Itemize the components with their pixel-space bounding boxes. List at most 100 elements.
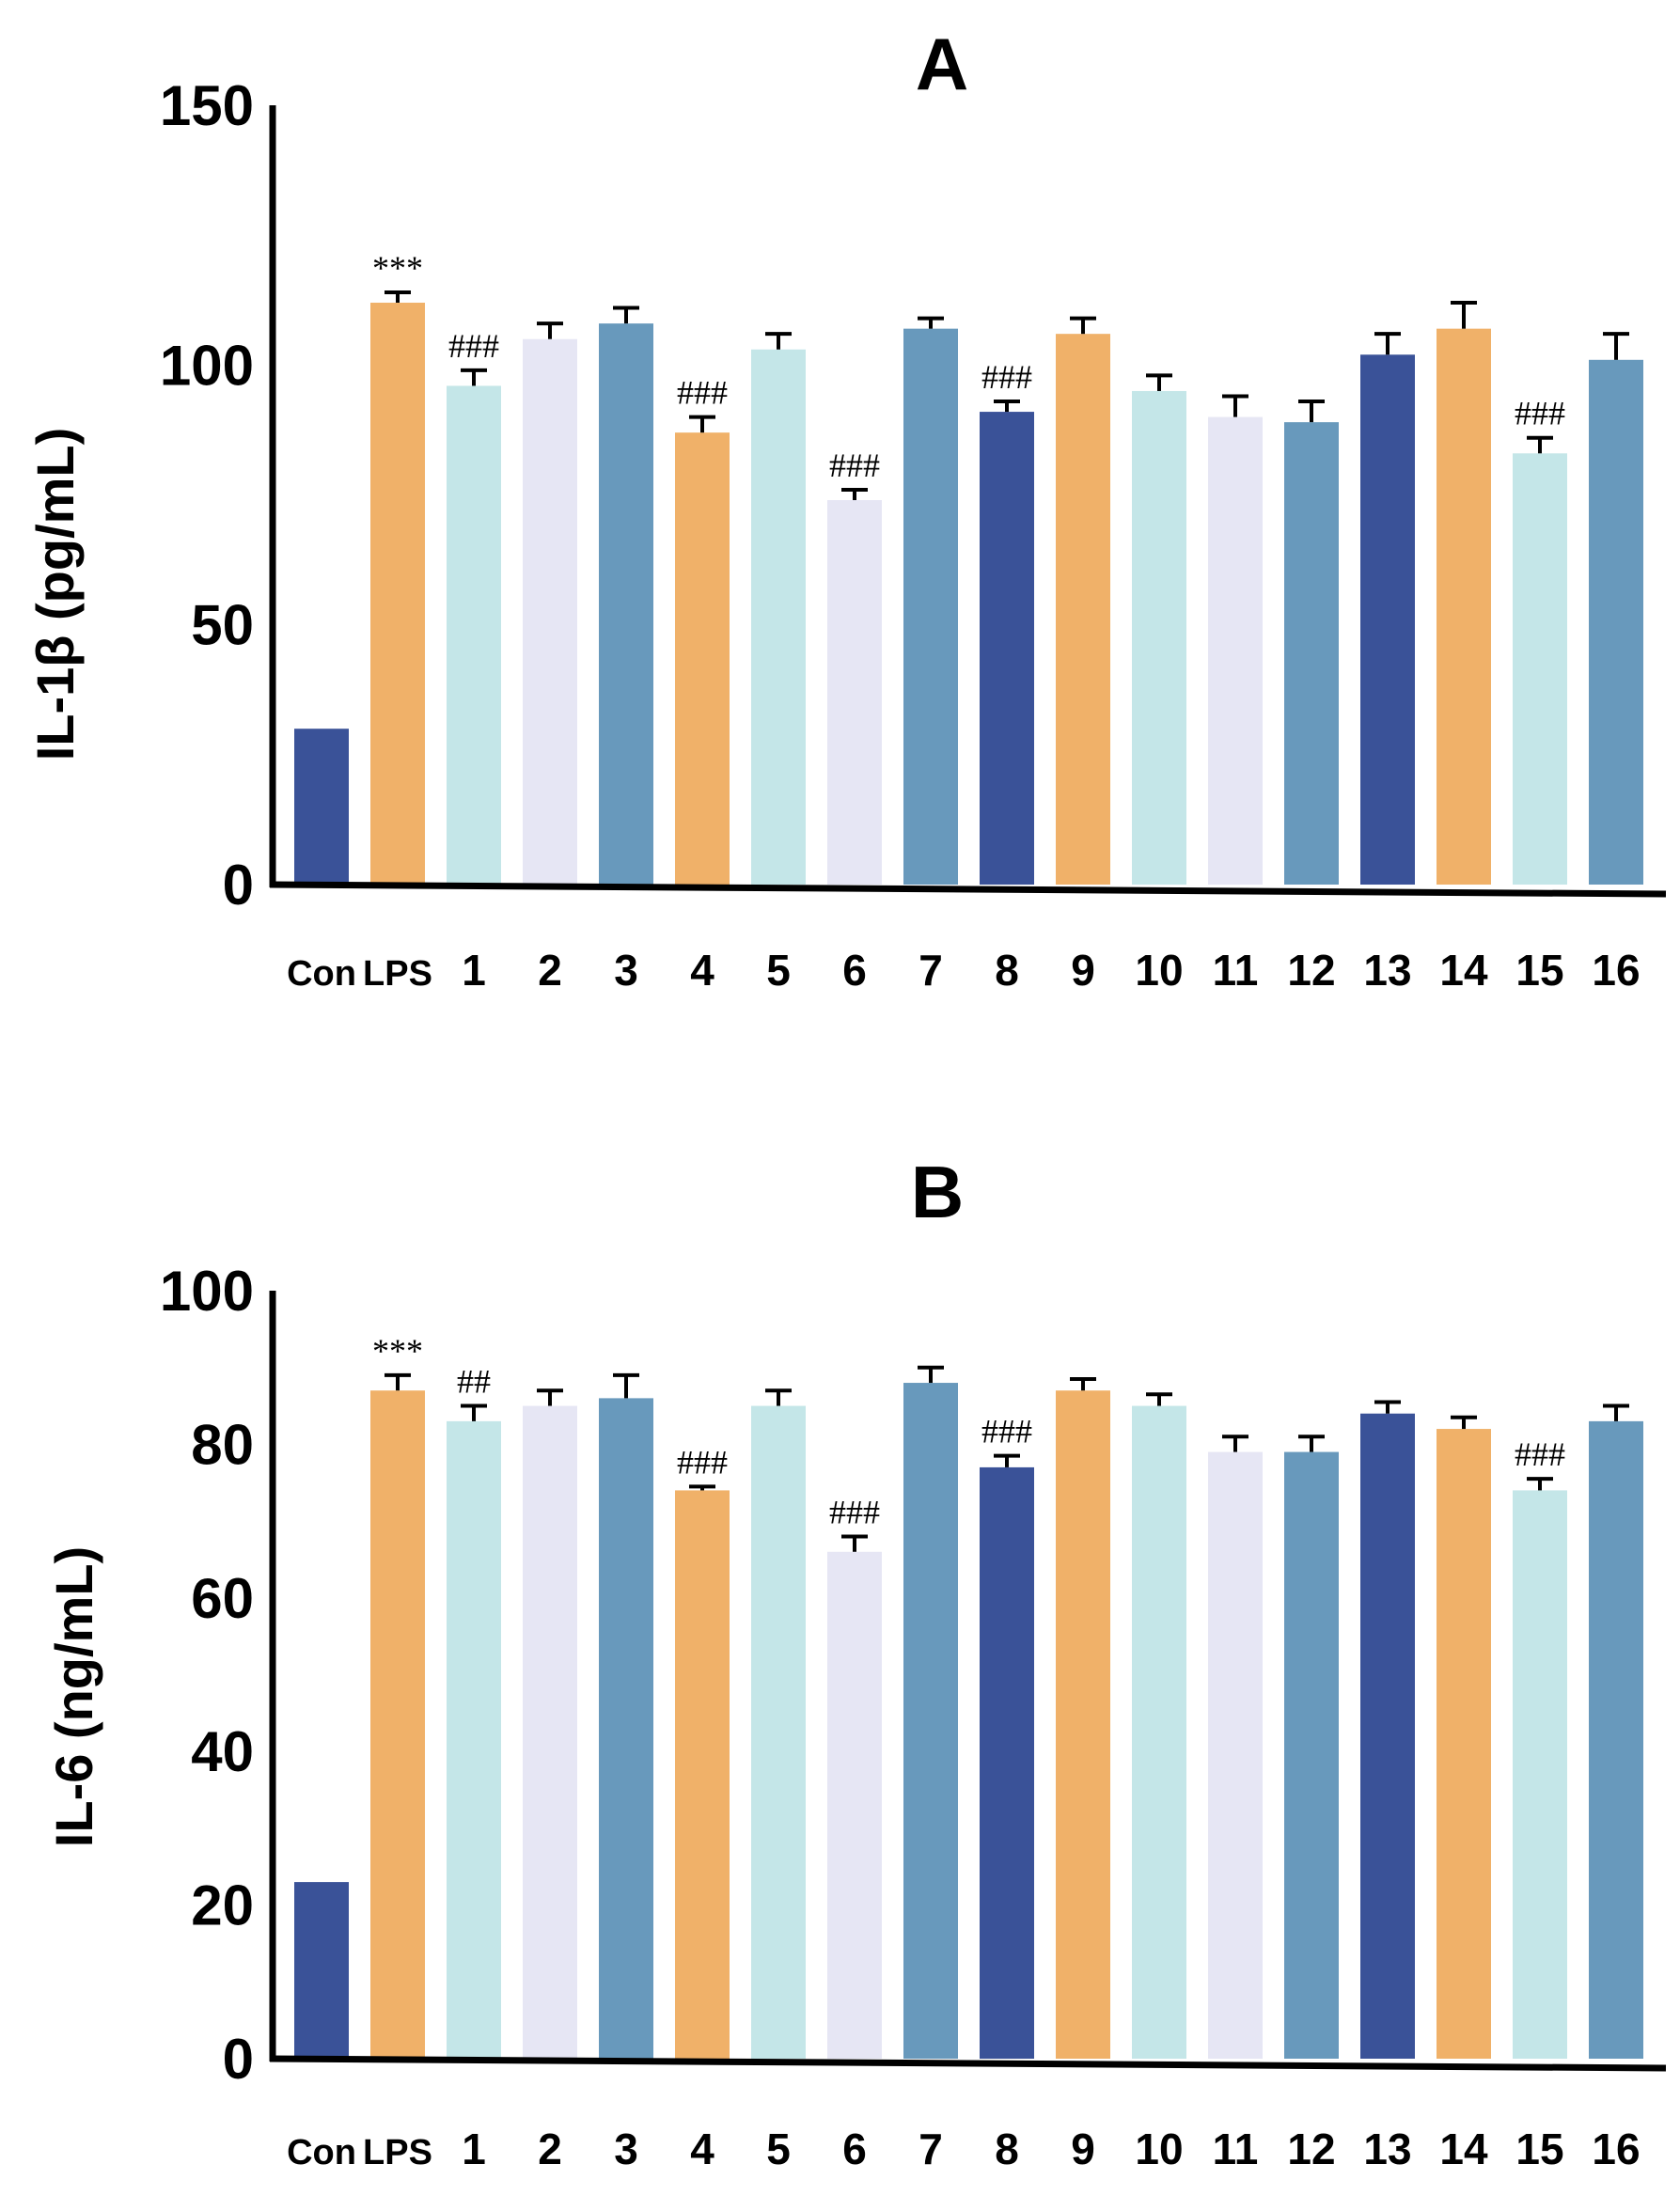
panel-a-y-axis-label: IL-1β (pg/mL) [25,428,85,761]
panel-b-significance-lps: *** [372,1332,423,1370]
panel-a-bar-11 [1208,416,1263,885]
panel-a-x-tick-label: 6 [842,946,867,995]
panel-a-significance-4: ### [677,374,728,412]
panel-b-bar-4 [675,1490,730,2059]
panel-b-bar-5 [751,1405,806,2059]
panel-b-y-tick-label: 20 [191,1874,254,1937]
panel-a-bar-16 [1589,359,1643,886]
panel-b-significance-15: ### [1515,1435,1565,1473]
panel-a-x-tick-label: 4 [690,946,714,995]
panel-b-x-tick-label: 6 [842,2124,867,2173]
panel-a-x-tick-label: 2 [538,946,562,995]
panel-b-x-tick-label: 4 [690,2124,714,2173]
panel-b-bar-7 [903,1383,958,2059]
panel-b-bar-2 [523,1405,577,2059]
panel-b-x-tick-label: 15 [1515,2124,1563,2173]
panel-a-y-tick-label: 150 [160,74,254,137]
panel-a-x-axis [269,881,1667,898]
panel-b-bar-14 [1437,1429,1491,2059]
panel-b-bar-10 [1132,1405,1186,2059]
panel-b-x-tick-label: 14 [1439,2124,1488,2173]
panel-b-x-tick-label: 13 [1363,2124,1411,2173]
panel-a-significance-1: ### [448,327,499,365]
panel-b-bar-16 [1589,1420,1643,2059]
panel-a: A IL-1β (pg/mL) Con***LPS###1 2 3###4 5###6… [25,23,1667,995]
panel-a-bar-7 [903,328,958,885]
panel-a-x-tick-label: 11 [1213,946,1259,995]
panel-b-significance-8: ### [981,1413,1032,1450]
panel-b-bar-15 [1513,1490,1567,2059]
panel-a-y-tick-label: 50 [191,594,254,657]
panel-b-bar-1 [447,1420,501,2059]
panel-a-x-tick-label: 1 [462,946,486,995]
panel-b-y-tick-label: 60 [191,1567,254,1630]
panel-a-x-tick-label: 8 [995,946,1019,995]
panel-b-x-tick-label: 2 [538,2124,562,2173]
panel-b-x-tick-label: Con [287,2133,356,2172]
panel-a-x-tick-label: 16 [1592,946,1640,995]
panel-a-bar-lps [370,303,425,886]
panel-b-bar-3 [599,1398,653,2059]
panel-a-bar-14 [1437,328,1491,885]
panel-b-x-tick-label: 12 [1287,2124,1335,2173]
panel-b-bar-6 [827,1551,882,2059]
panel-b-bar-9 [1056,1390,1110,2059]
panel-a-x-tick-label: 3 [614,946,638,995]
panel-b-x-tick-label: 8 [995,2124,1019,2173]
panel-a-x-tick-label: Con [287,954,356,994]
panel-a-title: A [916,23,968,105]
panel-b-bar-12 [1284,1451,1339,2059]
panel-b-x-axis [269,2055,1667,2072]
panel-a-significance-lps: *** [372,249,423,287]
panel-a-bar-4 [675,432,730,885]
panel-b-y-tick-label: 80 [191,1413,254,1476]
panel-a-bar-9 [1056,334,1110,885]
panel-a-bar-15 [1513,453,1567,885]
panel-a-y-tick-label: 0 [223,854,254,917]
panel-b-y-tick-label: 0 [223,2028,254,2091]
panel-b-x-tick-label: 16 [1592,2124,1640,2173]
panel-b-x-tick-label: 3 [614,2124,638,2173]
panel-b-title: B [911,1151,964,1233]
panel-b-y-tick-label: 100 [160,1260,254,1323]
panel-b-bar-8 [980,1466,1034,2059]
panel-a-significance-8: ### [981,358,1032,396]
panel-b-bar-11 [1208,1451,1263,2059]
panel-b-x-tick-label: LPS [363,2133,432,2172]
panel-b-y-axis-label: IL-6 (ng/mL) [44,1546,103,1847]
panel-a-bar-13 [1360,354,1415,885]
panel-b-significance-6: ### [829,1493,880,1530]
panel-a-x-tick-label: 12 [1287,946,1335,995]
panel-b-x-tick-label: 11 [1213,2124,1259,2173]
panel-b-x-tick-label: 10 [1135,2124,1183,2173]
panel-b-x-tick-label: 1 [462,2124,486,2173]
panel-a-bar-con [294,729,349,885]
panel-a-bar-1 [447,385,501,885]
panel-a-x-tick-label: 14 [1439,946,1488,995]
panel-a-bar-3 [599,323,653,885]
panel-a-x-tick-label: 13 [1363,946,1411,995]
panel-a-x-tick-label: 9 [1071,946,1095,995]
panel-b-bar-13 [1360,1413,1415,2059]
panel-a-significance-15: ### [1515,395,1565,432]
panel-a-x-tick-label: 7 [919,946,943,995]
panel-a-bar-8 [980,412,1034,885]
panel-a-y-tick-label: 100 [160,334,254,397]
panel-a-bar-5 [751,349,806,886]
panel-a-significance-6: ### [829,447,880,484]
panel-b-bar-lps [370,1390,425,2059]
panel-b: B IL-6 (ng/mL) Con***LPS##1 2 3###4 5###6 7#… [44,1151,1667,2173]
panel-a-x-tick-label: 5 [766,946,791,995]
panel-b-x-tick-label: 5 [766,2124,791,2173]
panel-a-x-tick-label: 10 [1135,946,1183,995]
panel-b-significance-1: ## [457,1363,491,1401]
panel-a-bar-10 [1132,390,1186,885]
panel-a-x-tick-label: LPS [363,954,432,994]
panel-b-y-tick-label: 40 [191,1720,254,1783]
panel-a-bar-6 [827,500,882,885]
panel-b-x-tick-label: 7 [919,2124,943,2173]
panel-b-significance-4: ### [677,1443,728,1481]
panel-a-bar-12 [1284,422,1339,885]
